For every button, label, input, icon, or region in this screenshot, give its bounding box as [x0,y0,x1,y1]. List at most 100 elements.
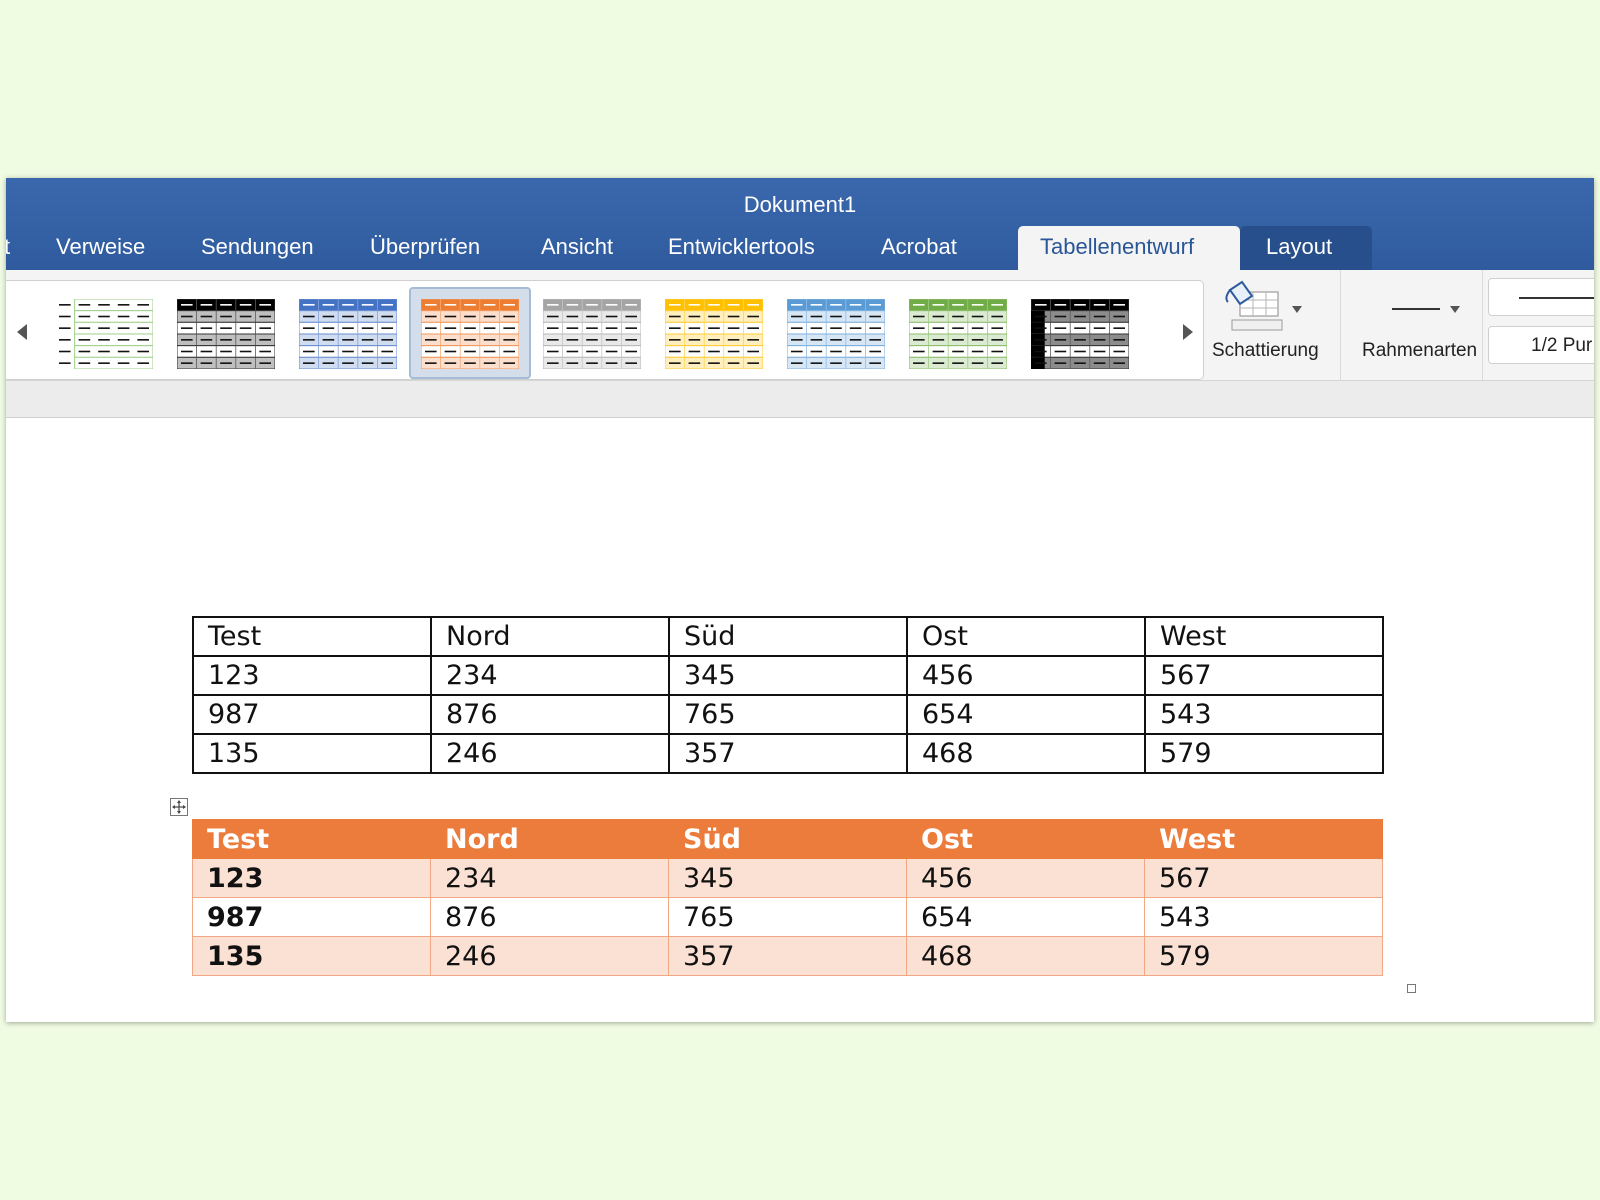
table-cell[interactable]: 579 [1144,733,1384,774]
table-cell[interactable]: Süd [668,616,908,657]
pen-weight-value: 1/2 Pur [1531,335,1593,356]
table-style-preview-icon [909,299,1007,369]
table-cell[interactable]: 123 [192,858,431,898]
gallery-scroll-left-icon[interactable] [17,324,27,340]
table-style-gallery [6,280,1204,380]
table-cell[interactable]: 876 [430,897,669,937]
table-style-preview-icon [421,299,519,369]
table-style-grid-lightblue[interactable] [775,287,897,379]
table-cell[interactable]: 345 [668,858,907,898]
table-cell[interactable]: 654 [906,897,1145,937]
table-cell[interactable]: 135 [192,936,431,976]
table-cell[interactable]: 987 [192,897,431,937]
ribbon-divider [1340,270,1341,380]
table-style-preview-icon [299,299,397,369]
table-header-cell[interactable]: Süd [668,819,907,859]
table-cell[interactable]: 654 [906,694,1146,735]
word-window: Dokument1 t Verweise Sendungen Überprüfe… [6,178,1594,1022]
table-cell[interactable]: 234 [430,655,670,696]
orange-styled-table: Test Nord Süd Ost West 123 234 345 456 5… [192,819,1383,976]
table-cell[interactable]: 345 [668,655,908,696]
table-style-grid-blue[interactable] [287,287,409,379]
shading-button[interactable]: Schattierung [1202,276,1342,376]
table-row: 987 876 765 654 543 [192,897,1383,937]
table-cell[interactable]: Nord [430,616,670,657]
ribbon: Schattierung Rahmenarten 1/2 Pur [6,270,1594,380]
table-cell[interactable]: 246 [430,936,669,976]
plain-table: Test Nord Süd Ost West 123 234 345 456 5… [192,616,1384,774]
table-move-handle[interactable] [170,798,188,816]
table-row: 123 234 345 456 567 [192,655,1384,696]
line-style-combo[interactable] [1488,278,1594,316]
border-styles-label: Rahmenarten [1362,340,1478,361]
ribbon-divider [1482,270,1483,380]
table-cell[interactable]: 123 [192,655,432,696]
table-style-grid-green[interactable] [897,287,1019,379]
table-row: 123 234 345 456 567 [192,858,1383,898]
tab-ueberpruefen[interactable]: Überprüfen [370,234,481,259]
move-arrows-icon [172,800,186,814]
border-styles-dropdown-icon[interactable] [1450,306,1460,313]
tab-tabellenentwurf[interactable]: Tabellenentwurf [1018,226,1240,270]
gallery-scroll-right-icon[interactable] [1183,324,1193,340]
table-cell[interactable]: 246 [430,733,670,774]
table-resize-handle[interactable] [1407,984,1416,993]
table-cell[interactable]: 987 [192,694,432,735]
document-title: Dokument1 [743,192,857,217]
table-cell[interactable]: 468 [906,733,1146,774]
shading-label: Schattierung [1212,340,1319,361]
table-cell[interactable]: West [1144,616,1384,657]
table-cell[interactable]: 765 [668,897,907,937]
table-style-preview-icon [543,299,641,369]
table-cell[interactable]: 567 [1144,655,1384,696]
table-cell[interactable]: 543 [1144,897,1383,937]
table-cell[interactable]: 468 [906,936,1145,976]
line-style-preview-icon [1519,297,1594,299]
table-style-grid-black[interactable] [165,287,287,379]
ribbon-collapse-bar [6,380,1594,418]
table-header-cell[interactable]: West [1144,819,1383,859]
tab-partial[interactable]: t [6,234,11,259]
shading-dropdown-icon[interactable] [1292,306,1302,313]
table-style-grid-gray[interactable] [531,287,653,379]
table-cell[interactable]: 567 [1144,858,1383,898]
tab-layout[interactable]: Layout [1240,226,1372,270]
table-cell[interactable]: 135 [192,733,432,774]
border-styles-button[interactable]: Rahmenarten [1356,276,1496,376]
table-row: Test Nord Süd Ost West [192,616,1384,657]
pen-weight-combo[interactable]: 1/2 Pur [1488,326,1594,364]
table-style-preview-icon [59,299,153,369]
table-cell[interactable]: 234 [430,858,669,898]
table-cell[interactable]: 765 [668,694,908,735]
table-row: 135 246 357 468 579 [192,733,1384,774]
table-header-cell[interactable]: Test [192,819,431,859]
tab-sendungen[interactable]: Sendungen [201,234,314,259]
table-style-preview-icon [787,299,885,369]
table-cell[interactable]: Test [192,616,432,657]
table-cell[interactable]: Ost [906,616,1146,657]
table-cell[interactable]: 876 [430,694,670,735]
table-style-grid-dark[interactable] [1019,287,1141,379]
tab-ansicht[interactable]: Ansicht [541,234,614,259]
tab-verweise[interactable]: Verweise [56,234,146,259]
table-style-preview-icon [177,299,275,369]
tab-entwicklertools[interactable]: Entwicklertools [668,234,815,259]
table-row: 987 876 765 654 543 [192,694,1384,735]
table-style-preview-icon [665,299,763,369]
table-style-plain-green-grid[interactable] [43,287,165,379]
tab-acrobat[interactable]: Acrobat [881,234,957,259]
table-style-grid-orange[interactable] [409,287,531,379]
table-header-cell[interactable]: Nord [430,819,669,859]
paint-bucket-icon [1225,280,1283,331]
table-cell[interactable]: 357 [668,936,907,976]
table-header-cell[interactable]: Ost [906,819,1145,859]
table-cell[interactable]: 357 [668,733,908,774]
table-cell[interactable]: 579 [1144,936,1383,976]
table-cell[interactable]: 543 [1144,694,1384,735]
table-cell[interactable]: 456 [906,858,1145,898]
table-style-grid-gold[interactable] [653,287,775,379]
table-style-preview-icon [1031,299,1129,369]
table-cell[interactable]: 456 [906,655,1146,696]
table-row: 135 246 357 468 579 [192,936,1383,976]
table-header-row: Test Nord Süd Ost West [192,819,1383,859]
